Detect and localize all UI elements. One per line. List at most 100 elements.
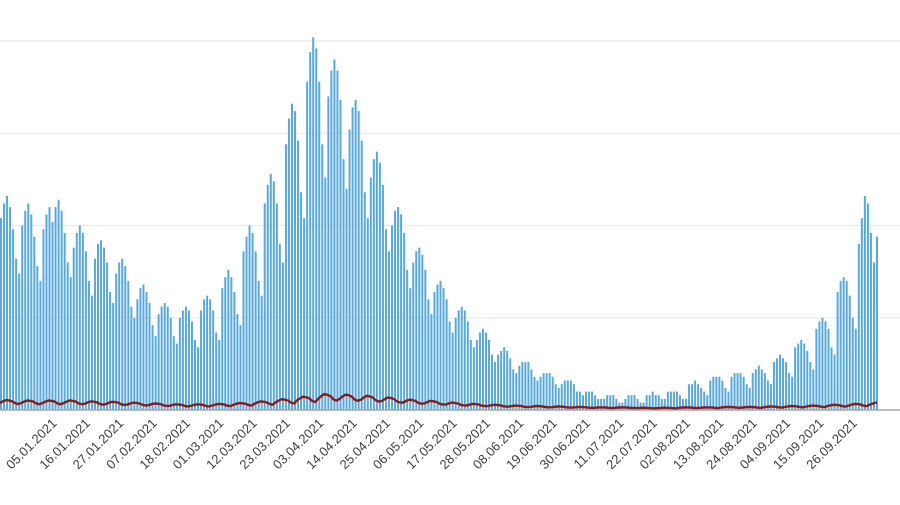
case-bar[interactable]	[569, 380, 572, 411]
case-bar[interactable]	[154, 336, 157, 410]
case-bar[interactable]	[242, 251, 245, 410]
case-bar[interactable]	[21, 225, 24, 411]
case-bar[interactable]	[151, 325, 154, 410]
case-bar[interactable]	[848, 295, 851, 410]
case-bar[interactable]	[139, 288, 142, 410]
case-bar[interactable]	[527, 362, 530, 410]
case-bar[interactable]	[866, 203, 869, 410]
case-bar[interactable]	[782, 358, 785, 410]
case-bar[interactable]	[663, 398, 666, 410]
case-bar[interactable]	[633, 395, 636, 410]
case-bar[interactable]	[639, 402, 642, 410]
case-bar[interactable]	[112, 303, 115, 410]
case-bar[interactable]	[682, 398, 685, 410]
case-bar[interactable]	[503, 347, 506, 410]
case-bar[interactable]	[136, 299, 139, 410]
case-bar[interactable]	[336, 70, 339, 411]
case-bar[interactable]	[863, 196, 866, 410]
case-bar[interactable]	[830, 347, 833, 410]
case-bar[interactable]	[439, 280, 442, 411]
case-bar[interactable]	[218, 339, 221, 410]
case-bar[interactable]	[736, 373, 739, 410]
case-bar[interactable]	[827, 328, 830, 410]
case-bar[interactable]	[57, 199, 60, 410]
case-bar[interactable]	[145, 291, 148, 410]
case-bar[interactable]	[657, 395, 660, 410]
case-bar[interactable]	[127, 280, 130, 411]
case-bar[interactable]	[333, 59, 336, 411]
case-bar[interactable]	[763, 373, 766, 410]
case-bar[interactable]	[506, 351, 509, 410]
case-bar[interactable]	[691, 384, 694, 410]
case-bar[interactable]	[148, 303, 151, 410]
case-bar[interactable]	[551, 376, 554, 410]
case-bar[interactable]	[445, 299, 448, 410]
case-bar[interactable]	[530, 369, 533, 410]
case-bar[interactable]	[809, 362, 812, 410]
case-bar[interactable]	[700, 387, 703, 410]
case-bar[interactable]	[585, 391, 588, 410]
case-bar[interactable]	[563, 380, 566, 411]
case-bar[interactable]	[448, 321, 451, 410]
case-bar[interactable]	[75, 232, 78, 410]
case-bar[interactable]	[591, 391, 594, 410]
case-bar[interactable]	[121, 258, 124, 410]
case-bar[interactable]	[797, 343, 800, 410]
case-bar[interactable]	[718, 376, 721, 410]
case-bar[interactable]	[609, 395, 612, 410]
case-bar[interactable]	[15, 258, 18, 410]
case-bar[interactable]	[224, 277, 227, 410]
case-bar[interactable]	[433, 291, 436, 410]
case-bar[interactable]	[263, 203, 266, 410]
case-bar[interactable]	[36, 266, 39, 410]
case-bar[interactable]	[384, 229, 387, 410]
case-bar[interactable]	[97, 243, 99, 410]
case-bar[interactable]	[612, 395, 615, 410]
case-bar[interactable]	[418, 247, 421, 410]
case-bar[interactable]	[18, 273, 21, 411]
case-bar[interactable]	[27, 203, 30, 410]
case-bar[interactable]	[90, 295, 93, 410]
deaths-line[interactable]	[0, 392, 878, 410]
case-bar[interactable]	[372, 159, 375, 410]
case-bar[interactable]	[539, 376, 542, 410]
case-bar[interactable]	[742, 376, 745, 410]
case-bar[interactable]	[60, 210, 63, 410]
case-bar[interactable]	[345, 188, 348, 410]
case-bar[interactable]	[724, 387, 727, 410]
case-bar[interactable]	[536, 380, 539, 411]
case-bar[interactable]	[821, 317, 824, 411]
case-bar[interactable]	[0, 218, 2, 410]
case-bar[interactable]	[172, 336, 175, 410]
case-bar[interactable]	[472, 347, 475, 410]
case-bar[interactable]	[397, 207, 400, 410]
case-bar[interactable]	[703, 391, 706, 410]
case-bar[interactable]	[294, 111, 297, 410]
case-bar[interactable]	[481, 328, 484, 410]
case-bar[interactable]	[785, 362, 788, 410]
case-bar[interactable]	[327, 96, 330, 411]
case-bar[interactable]	[463, 310, 466, 410]
case-bar[interactable]	[772, 362, 775, 410]
case-bar[interactable]	[851, 317, 854, 411]
case-bar[interactable]	[275, 203, 278, 410]
case-bar[interactable]	[12, 229, 15, 410]
case-bar[interactable]	[509, 358, 512, 410]
case-bar[interactable]	[300, 192, 303, 410]
case-bar[interactable]	[751, 373, 754, 410]
case-bar[interactable]	[387, 251, 390, 410]
case-bar[interactable]	[290, 103, 293, 410]
case-bar[interactable]	[406, 269, 409, 410]
case-bar[interactable]	[281, 262, 284, 410]
case-bar[interactable]	[430, 314, 433, 410]
case-bar[interactable]	[233, 291, 236, 410]
case-bar[interactable]	[845, 280, 848, 411]
case-bar[interactable]	[190, 321, 193, 410]
case-bar[interactable]	[324, 177, 327, 411]
case-bar[interactable]	[197, 347, 200, 410]
case-bar[interactable]	[306, 81, 309, 410]
case-bar[interactable]	[451, 332, 454, 411]
case-bar[interactable]	[78, 225, 81, 411]
case-bar[interactable]	[230, 277, 233, 410]
case-bar[interactable]	[842, 277, 845, 410]
